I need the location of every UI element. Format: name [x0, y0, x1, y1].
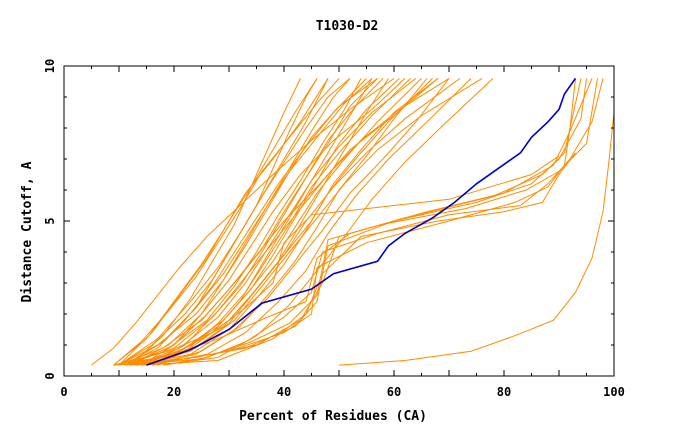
model-series-line-25	[124, 78, 362, 366]
model-series-line-13	[135, 78, 417, 366]
model-series-line-2	[124, 78, 587, 366]
model-series-line-34	[140, 78, 373, 366]
x-tick-label: 100	[603, 385, 625, 399]
y-tick-label: 0	[43, 372, 57, 379]
y-tick-label: 5	[43, 217, 57, 224]
y-axis-label: Distance Cutoff, A	[20, 161, 35, 302]
model-series-line-37	[162, 78, 494, 366]
x-axis-label: Percent of Residues (CA)	[239, 409, 427, 424]
x-tick-label: 40	[277, 385, 291, 399]
chart-title: T1030-D2	[316, 19, 379, 34]
model-series-line-29	[146, 78, 450, 366]
model-series-line-23	[135, 78, 389, 366]
model-series-line-38	[135, 78, 433, 366]
model-series-line-31	[113, 78, 340, 366]
model-series-line-32	[151, 78, 472, 366]
model-series-line-41	[338, 78, 615, 366]
model-series-line-21	[91, 77, 395, 366]
model-series-line-39	[124, 78, 329, 366]
model-series-line-36	[118, 78, 351, 366]
model-series-line-26	[140, 78, 400, 366]
x-tick-label: 20	[167, 385, 181, 399]
model-series-line-33	[124, 78, 378, 366]
model-series-line-8	[140, 152, 576, 366]
x-tick-label: 60	[387, 385, 401, 399]
model-series-line-12	[118, 78, 318, 366]
series-group	[91, 77, 615, 366]
highlight-group	[146, 77, 577, 366]
x-tick-label: 80	[497, 385, 511, 399]
model-series-line-40	[146, 78, 439, 366]
ticks-group: 0 20 40 60 80 100 0 5 10	[43, 59, 625, 399]
model-series-line-28	[129, 78, 301, 366]
model-series-line-35	[129, 78, 422, 366]
highlight-series-line	[146, 77, 577, 366]
model-series-line-11	[129, 78, 406, 366]
model-series-line-18	[129, 78, 384, 366]
y-tick-label: 10	[43, 59, 57, 73]
model-series-line-17	[140, 77, 461, 366]
x-tick-label: 0	[60, 385, 67, 399]
model-series-line-15	[146, 77, 450, 366]
